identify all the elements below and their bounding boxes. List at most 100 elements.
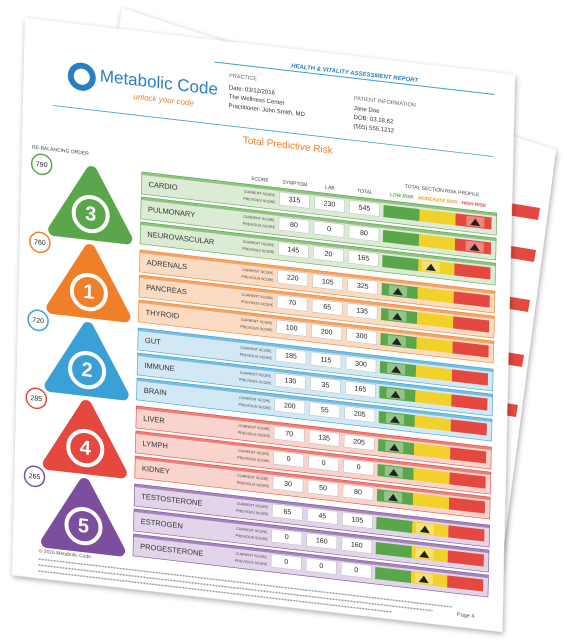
risk-level-header: HIGH RISK <box>461 200 486 209</box>
value-box <box>275 347 307 365</box>
value-box <box>276 319 307 337</box>
risk-marker <box>391 337 402 346</box>
system-value: 65 <box>283 509 291 517</box>
value-box <box>306 532 338 550</box>
system-name: BRAIN <box>144 386 167 398</box>
row-accent <box>141 171 497 217</box>
value-box <box>279 191 310 209</box>
system-name: THYROID <box>145 308 179 321</box>
risk-marker <box>389 415 400 424</box>
value-box <box>274 372 306 390</box>
score-label: CURRENT SCORE <box>236 527 268 535</box>
row-accent <box>141 196 497 242</box>
system-value: 35 <box>321 382 329 390</box>
row-accent <box>138 299 494 345</box>
row-accent <box>139 274 495 320</box>
score-label: CURRENT SCORE <box>241 318 273 326</box>
score-label: PREVIOUS SCORE <box>235 534 268 542</box>
value-box <box>309 401 341 419</box>
value-box <box>271 528 303 546</box>
system-value: 55 <box>321 407 329 415</box>
value-box <box>309 376 341 394</box>
system-value: 300 <box>355 360 367 368</box>
risk-marker <box>390 390 401 399</box>
risk-marker <box>389 443 400 452</box>
value-box <box>274 397 306 415</box>
score-label: PREVIOUS SCORE <box>240 325 273 333</box>
risk-level-header: MODERATE RISK <box>418 195 458 206</box>
risk-segment <box>413 468 450 485</box>
score-label: PREVIOUS SCORE <box>238 403 271 411</box>
risk-segment <box>415 365 453 382</box>
value-box <box>347 277 379 295</box>
value-box <box>343 458 374 476</box>
risk-segment <box>375 566 412 584</box>
group-total: 720 <box>32 317 44 325</box>
risk-segment <box>449 472 486 489</box>
system-value: 70 <box>288 300 296 308</box>
system-value: 200 <box>321 328 333 336</box>
value-box <box>272 475 304 493</box>
system-value: 50 <box>319 485 327 493</box>
system-value: 0 <box>354 567 358 574</box>
practice-label: PRACTICE <box>229 73 257 82</box>
risk-segment <box>451 369 489 386</box>
risk-marker <box>418 575 429 584</box>
risk-marker <box>392 312 403 321</box>
group-order: 3 <box>85 203 97 226</box>
system-value: 0 <box>319 563 323 570</box>
risk-segment <box>416 337 453 354</box>
risk-segment <box>382 229 420 247</box>
risk-segment <box>450 447 487 464</box>
group-total-badge <box>29 231 51 254</box>
score-label: CURRENT SCORE <box>240 346 272 354</box>
group-total: 760 <box>34 239 46 247</box>
value-box <box>311 298 343 316</box>
group-order: 1 <box>83 281 95 304</box>
row-accent <box>140 221 496 267</box>
score-label: CURRENT SCORE <box>237 502 269 510</box>
risk-segment <box>417 312 454 329</box>
row-accent <box>138 327 494 373</box>
value-box <box>313 220 345 238</box>
score-label: CURRENT SCORE <box>238 449 270 457</box>
risk-segment <box>452 341 489 358</box>
fine-print <box>38 558 453 613</box>
score-label: PREVIOUS SCORE <box>243 197 276 205</box>
system-value: 20 <box>324 251 332 259</box>
system-value: 300 <box>356 332 368 340</box>
risk-segment <box>375 541 412 559</box>
value-box <box>341 511 373 529</box>
system-value: 0 <box>327 226 331 233</box>
system-value: 230 <box>324 200 336 208</box>
system-value: 205 <box>353 438 365 446</box>
system-value: 135 <box>356 307 368 315</box>
value-box <box>273 450 304 468</box>
column-header: TOTAL <box>357 188 373 196</box>
row-accent <box>134 483 490 529</box>
value-box <box>312 273 344 291</box>
risk-segment <box>450 419 487 436</box>
score-label: PREVIOUS SCORE <box>238 431 271 439</box>
risk-segment <box>451 394 488 411</box>
row-accent <box>135 455 491 501</box>
risk-level-header: LOW RISK <box>390 192 415 201</box>
risk-segment <box>414 415 451 432</box>
value-box <box>276 294 308 312</box>
row-accent <box>135 430 491 476</box>
risk-segment <box>453 316 490 333</box>
risk-segment <box>376 516 413 534</box>
score-label: CURRENT SCORE <box>236 552 268 560</box>
score-label: CURRENT SCORE <box>244 190 276 198</box>
phone: (555) 555.1212 <box>353 124 394 135</box>
